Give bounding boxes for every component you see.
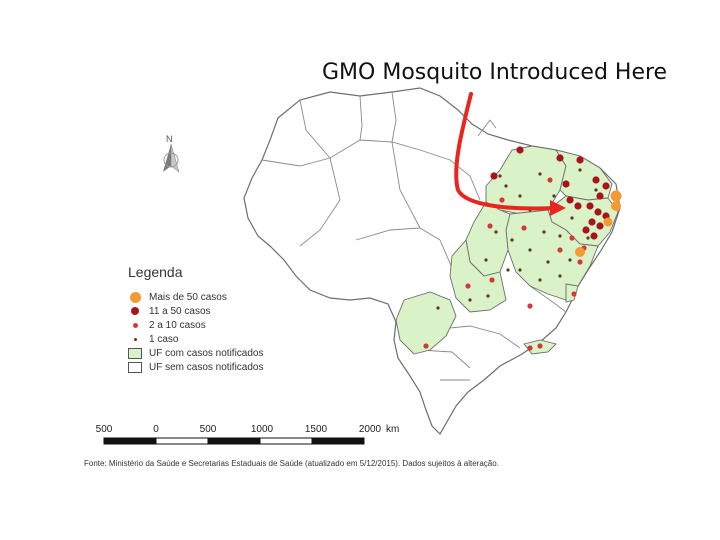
scale-bar bbox=[103, 437, 365, 445]
small-dot-icon bbox=[128, 318, 142, 332]
case-markers bbox=[423, 146, 622, 351]
state-goias-mt bbox=[449, 239, 507, 313]
medium-dot-icon bbox=[128, 304, 142, 318]
scale-unit: km bbox=[386, 424, 400, 435]
legend-label: 1 caso bbox=[149, 333, 179, 345]
source-note: Fonte: Ministério da Saúde e Secretarias… bbox=[84, 459, 499, 468]
legend-label: 2 a 10 casos bbox=[149, 319, 206, 331]
state-ceara-rn-pb bbox=[555, 149, 613, 201]
callout-headline: GMO Mosquito Introduced Here bbox=[322, 60, 668, 85]
legend-label: UF com casos notificados bbox=[149, 347, 264, 359]
scale-tick-label: 1000 bbox=[250, 424, 274, 435]
state-borders bbox=[261, 91, 567, 381]
large-dot-icon bbox=[128, 290, 142, 304]
state-mato-grosso-do-sul bbox=[395, 291, 457, 355]
legend-item-uf-sem: UF sem casos notificados bbox=[128, 360, 264, 374]
north-arrow-icon bbox=[163, 143, 180, 173]
legend-item-11-50: 11 a 50 casos bbox=[128, 304, 211, 318]
tiny-dot-icon bbox=[128, 332, 142, 346]
scale-tick-label: 500 bbox=[95, 424, 113, 435]
callout-arrow bbox=[454, 92, 566, 216]
legend-label: 11 a 50 casos bbox=[149, 305, 211, 317]
affected-states bbox=[395, 145, 619, 355]
legend-label: UF sem casos notificados bbox=[149, 361, 264, 373]
scale-tick-label: 500 bbox=[199, 424, 217, 435]
white-box-icon bbox=[128, 360, 142, 374]
legend-item-over-50: Mais de 50 casos bbox=[128, 290, 227, 304]
legend-item-uf-com: UF com casos notificados bbox=[128, 346, 264, 360]
scale-tick-label: 0 bbox=[153, 424, 159, 435]
scale-tick-label: 2000 bbox=[358, 424, 382, 435]
legend-title: Legenda bbox=[128, 264, 183, 280]
legend-label: Mais de 50 casos bbox=[149, 291, 227, 303]
legend-item-2-10: 2 a 10 casos bbox=[128, 318, 206, 332]
north-label: N bbox=[166, 134, 173, 144]
legend-item-1: 1 caso bbox=[128, 332, 178, 346]
green-box-icon bbox=[128, 346, 142, 360]
scale-tick-label: 1500 bbox=[304, 424, 328, 435]
